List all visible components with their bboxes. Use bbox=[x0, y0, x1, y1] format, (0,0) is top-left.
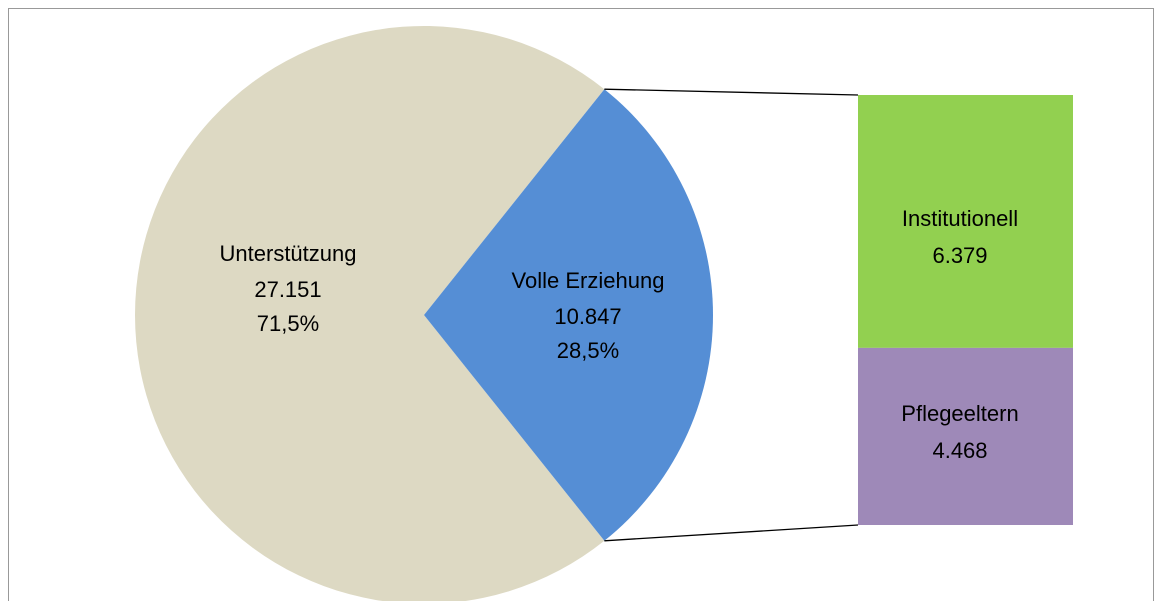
slice-label: Volle Erziehung bbox=[512, 268, 665, 293]
pie-slice bbox=[134, 26, 605, 601]
pie-slice bbox=[424, 89, 713, 541]
bar-label: Institutionell bbox=[902, 206, 1018, 231]
bar-label: Pflegeeltern bbox=[901, 401, 1018, 426]
bar-value: 6.379 bbox=[932, 243, 987, 268]
bar-value: 4.468 bbox=[932, 438, 987, 463]
bar-segment bbox=[858, 347, 1073, 525]
connector-line bbox=[604, 88, 859, 96]
slice-percent: 28,5% bbox=[557, 338, 619, 363]
bar-segment bbox=[858, 95, 1073, 348]
connector-line bbox=[604, 524, 859, 542]
slice-value: 10.847 bbox=[554, 304, 621, 329]
slice-percent: 71,5% bbox=[257, 311, 319, 336]
slice-value: 27.151 bbox=[254, 277, 321, 302]
slice-label: Unterstützung bbox=[220, 241, 357, 266]
